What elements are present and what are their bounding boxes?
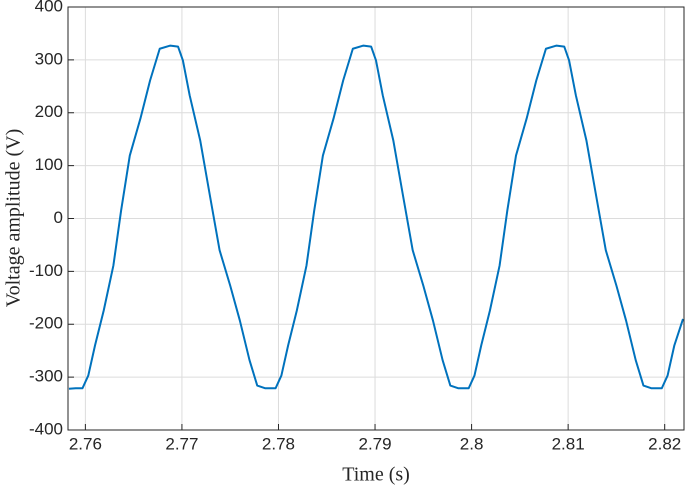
x-axis-label: Time (s) [342,464,410,486]
x-tick-label: 2.79 [358,434,391,453]
y-tick-label: 400 [35,0,63,15]
y-tick-label: -400 [29,419,63,438]
x-tick-label: 2.77 [165,434,198,453]
x-tick-label: 2.76 [69,434,102,453]
y-tick-label: 0 [54,208,63,227]
x-tick-label: 2.81 [552,434,585,453]
x-tick-label: 2.8 [460,434,484,453]
y-tick-label: 200 [35,102,63,121]
line [68,44,684,390]
y-tick-label: -300 [29,367,63,386]
y-tick-label: 300 [35,49,63,68]
axes-box [67,6,685,431]
y-axis-label: Voltage amplitude (V) [3,129,25,307]
x-tick-label: 2.78 [262,434,295,453]
y-tick-label: 100 [35,155,63,174]
y-tick-label: -200 [29,314,63,333]
x-tick-label: 2.82 [648,434,681,453]
y-tick-label: -100 [29,261,63,280]
